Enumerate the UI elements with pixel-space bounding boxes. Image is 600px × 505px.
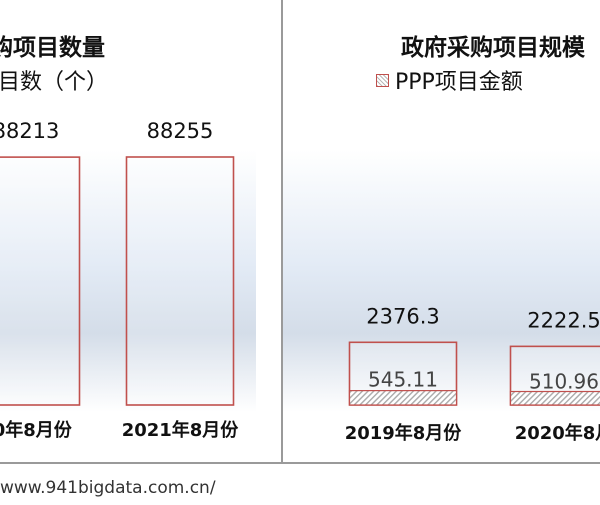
left-chart-plot: 88213 20年8月份 88255 2021年8月份 xyxy=(0,119,256,441)
scale-category-label: 2019年8月份 xyxy=(345,422,463,444)
right-chart-panel: 政府采购项目规模 PPP项目金额 2376.3 545.11 2019年8月份 222… xyxy=(283,0,600,462)
count-category-label: 2021年8月份 xyxy=(122,419,240,441)
count-category-label: 20年8月份 xyxy=(0,419,73,441)
scale-total-label: 2222.5 xyxy=(527,308,600,332)
ppp-amount-bar xyxy=(509,390,600,406)
ppp-amount-label: 545.11 xyxy=(368,368,438,392)
scale-total-label: 2376.3 xyxy=(366,304,439,328)
ppp-amount-bar xyxy=(348,390,458,406)
ppp-amount-label: 510.96 xyxy=(529,370,599,394)
left-plot-haze xyxy=(0,150,256,412)
count-bar xyxy=(125,156,235,406)
right-chart-legend: PPP项目金额 xyxy=(376,64,523,96)
count-bar xyxy=(0,156,81,406)
count-data-label: 88213 xyxy=(0,119,59,143)
right-chart-title: 政府采购项目规模 xyxy=(401,35,585,61)
scale-category-label: 2020年8月 xyxy=(515,422,600,444)
panel-divider xyxy=(281,0,283,464)
right-plot-haze xyxy=(283,150,600,412)
ppp-legend-swatch xyxy=(376,73,389,87)
left-chart-panel: 购项目数量 目数（个） 88213 20年8月份 88255 2021年8月份 xyxy=(0,0,281,462)
count-data-label: 88255 xyxy=(147,119,214,143)
left-chart-title: 购项目数量 xyxy=(0,35,105,61)
ppp-legend-label: PPP项目金额 xyxy=(395,70,523,95)
chart-frame xyxy=(0,462,600,464)
right-chart-plot: 2376.3 545.11 2019年8月份 2222.5 510.96 2020年8月 xyxy=(283,150,600,444)
source-url: www.941bigdata.com.cn/ xyxy=(0,478,216,498)
left-chart-legend: 目数（个） xyxy=(0,70,109,95)
